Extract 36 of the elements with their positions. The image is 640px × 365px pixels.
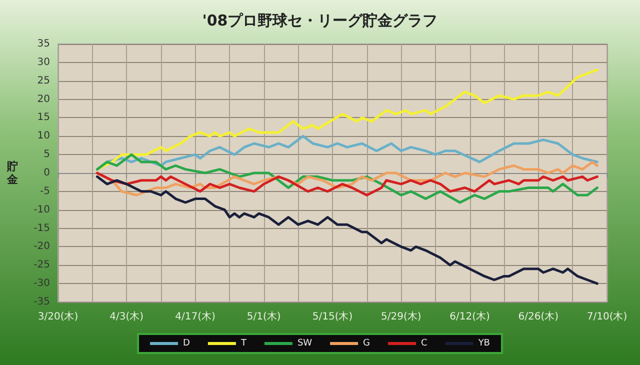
x-tick-label: 4/17(木) <box>175 310 216 322</box>
y-tick-label: 0 <box>44 168 50 178</box>
chart-title: '08プロ野球セ・リーグ貯金グラフ <box>202 12 438 30</box>
y-tick-label: -10 <box>34 204 50 216</box>
x-tick-label: 7/10(木) <box>586 310 628 322</box>
y-tick-label: 30 <box>37 56 50 68</box>
legend-label: T <box>240 338 247 348</box>
y-tick-label: 10 <box>37 130 50 142</box>
legend-label: G <box>363 338 370 348</box>
legend-label: YB <box>477 338 490 348</box>
line-series <box>96 153 598 204</box>
line-series <box>96 172 598 196</box>
y-axis-title: 貯金 <box>6 160 19 186</box>
line-series <box>96 68 598 171</box>
y-tick-label: -25 <box>34 260 50 271</box>
y-tick-label: 35 <box>37 38 50 50</box>
y-tick-label: -30 <box>34 278 50 290</box>
x-tick-label: 5/1(木) <box>246 310 281 322</box>
x-tick-label: 5/15(木) <box>312 310 353 322</box>
x-tick-label: 6/12(木) <box>450 310 490 322</box>
x-tick-label: 6/26(木) <box>518 310 559 322</box>
y-tick-label: -20 <box>34 241 50 252</box>
x-tick-label: 3/20(木) <box>38 310 78 322</box>
legend-label: SW <box>297 338 312 348</box>
legend-label: D <box>183 338 190 348</box>
legend-label: C <box>421 338 428 348</box>
y-tick-label: 25 <box>37 75 50 86</box>
y-tick-label: 15 <box>37 112 50 124</box>
y-tick-label: 5 <box>44 149 50 160</box>
x-tick-label: 5/29(木) <box>380 310 422 322</box>
y-tick-label: 20 <box>37 94 50 105</box>
line-series <box>96 175 598 285</box>
y-tick-label: -5 <box>40 186 50 197</box>
x-tick-label: 4/3(木) <box>110 310 144 322</box>
y-tick-label: -35 <box>34 296 50 308</box>
y-tick-label: -15 <box>34 222 50 234</box>
